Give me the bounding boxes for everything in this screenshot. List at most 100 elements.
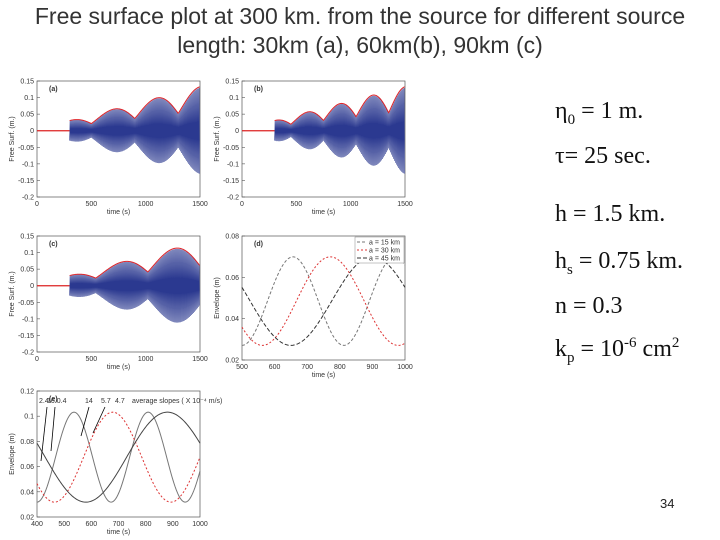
panel-label: (e) [49, 396, 58, 403]
parameter-text: 0 [567, 111, 576, 128]
legend-entry: a = 30 km [369, 248, 400, 255]
y-tick-label: 0.04 [20, 489, 34, 496]
envelope-curve [36, 411, 201, 503]
y-tick-label: 0.1 [24, 95, 34, 102]
x-tick-label: 1500 [192, 201, 208, 208]
parameter: τ= 25 sec. [555, 143, 651, 170]
legend-entry: a = 45 km [369, 256, 400, 263]
y-tick-label: 0 [30, 283, 34, 290]
envelope-curve [241, 256, 406, 346]
y-tick-label: 0.05 [225, 112, 239, 119]
parameter-text: τ= 25 sec. [555, 143, 651, 169]
parameter-text: s [567, 261, 573, 278]
parameter-text: h [555, 248, 567, 274]
x-axis-label: time (s) [107, 529, 130, 536]
y-axis-label: Free Surf. (m.) [214, 116, 221, 162]
parameter-text: p [567, 349, 575, 366]
y-tick-label: 0.04 [225, 316, 239, 323]
panel-label: (b) [254, 86, 263, 93]
x-tick-label: 800 [334, 364, 346, 371]
y-tick-label: -0.1 [227, 161, 239, 168]
waveform [69, 87, 200, 174]
x-tick-label: 900 [167, 521, 179, 528]
y-tick-label: 0.02 [225, 358, 239, 365]
x-axis-label: time (s) [107, 364, 130, 371]
y-tick-label: 0.02 [20, 515, 34, 522]
parameter-text: η [555, 98, 568, 124]
y-tick-label: -0.2 [22, 195, 34, 202]
annotation: 2.4 [39, 398, 49, 405]
x-tick-label: 600 [85, 521, 97, 528]
x-tick-label: 700 [301, 364, 313, 371]
y-tick-label: -0.2 [227, 195, 239, 202]
x-tick-label: 0 [35, 356, 39, 363]
envelope [69, 86, 200, 125]
waveform [274, 87, 405, 174]
x-tick-label: 400 [31, 521, 43, 528]
panel-label: (d) [254, 241, 263, 248]
x-axis-label: time (s) [312, 209, 335, 216]
y-axis-label: Free Surf. (m.) [9, 116, 16, 162]
y-tick-label: -0.1 [22, 316, 34, 323]
legend-entry: a = 15 km [369, 240, 400, 247]
x-tick-label: 1000 [397, 364, 413, 371]
envelope-curve [241, 256, 406, 346]
y-tick-label: 0.05 [20, 267, 34, 274]
x-tick-label: 1000 [138, 201, 154, 208]
arrow [50, 406, 56, 452]
parameter-text: 2 [671, 335, 680, 351]
annotation: average slopes ( X 10⁻⁴ m/s) [132, 398, 222, 405]
parameter: kp = 10-6 cm2 [555, 335, 679, 367]
envelope [274, 86, 405, 125]
parameter: h = 1.5 km. [555, 201, 665, 228]
y-tick-label: 0 [30, 128, 34, 135]
y-tick-label: -0.05 [18, 145, 34, 152]
y-tick-label: 0.06 [20, 464, 34, 471]
y-tick-label: 0.1 [229, 95, 239, 102]
annotation: 4.7 [115, 398, 125, 405]
parameter-text: k [555, 336, 567, 362]
x-tick-label: 800 [140, 521, 152, 528]
x-axis-label: time (s) [312, 372, 335, 379]
x-tick-label: 500 [290, 201, 302, 208]
y-tick-label: -0.1 [22, 161, 34, 168]
arrow [92, 406, 106, 434]
plot-area [36, 390, 201, 518]
annotation: 5.7 [101, 398, 111, 405]
parameter-text: = 1 m. [575, 98, 644, 124]
x-tick-label: 1000 [343, 201, 359, 208]
envelope-curve [241, 256, 406, 346]
y-axis-label: Envelope (m) [214, 277, 221, 319]
x-tick-label: 700 [113, 521, 125, 528]
figure: 0.150.10.050-0.05-0.1-0.15-0.20 500 1000 15… [9, 79, 413, 537]
page-number: 34 [660, 496, 675, 511]
x-tick-label: 0 [35, 201, 39, 208]
y-tick-label: 0.1 [24, 250, 34, 257]
envelope [69, 247, 200, 279]
x-tick-label: 500 [58, 521, 70, 528]
x-tick-label: 0 [240, 201, 244, 208]
slide-title: Free surface plot at 300 km. from the so… [34, 3, 686, 58]
parameter: hs = 0.75 km. [555, 248, 683, 279]
y-tick-label: 0.08 [20, 439, 34, 446]
y-tick-label: -0.05 [223, 145, 239, 152]
y-tick-label: 0.15 [20, 79, 34, 86]
x-axis-label: time (s) [107, 209, 130, 216]
x-tick-label: 500 [85, 201, 97, 208]
y-tick-label: 0.06 [225, 275, 239, 282]
y-tick-label: -0.15 [18, 333, 34, 340]
parameter-text: = 10 [574, 336, 625, 362]
x-tick-label: 600 [269, 364, 281, 371]
y-tick-label: -0.05 [18, 300, 34, 307]
annotation: 14 [85, 398, 93, 405]
arrow [80, 406, 90, 437]
arrow [40, 406, 48, 462]
x-tick-label: 1000 [192, 521, 208, 528]
envelope-curve [36, 411, 201, 503]
x-tick-label: 900 [367, 364, 379, 371]
y-tick-label: 0.08 [225, 234, 239, 241]
y-tick-label: 0.15 [225, 79, 239, 86]
panel-label: (a) [49, 86, 58, 93]
legend [354, 236, 405, 264]
